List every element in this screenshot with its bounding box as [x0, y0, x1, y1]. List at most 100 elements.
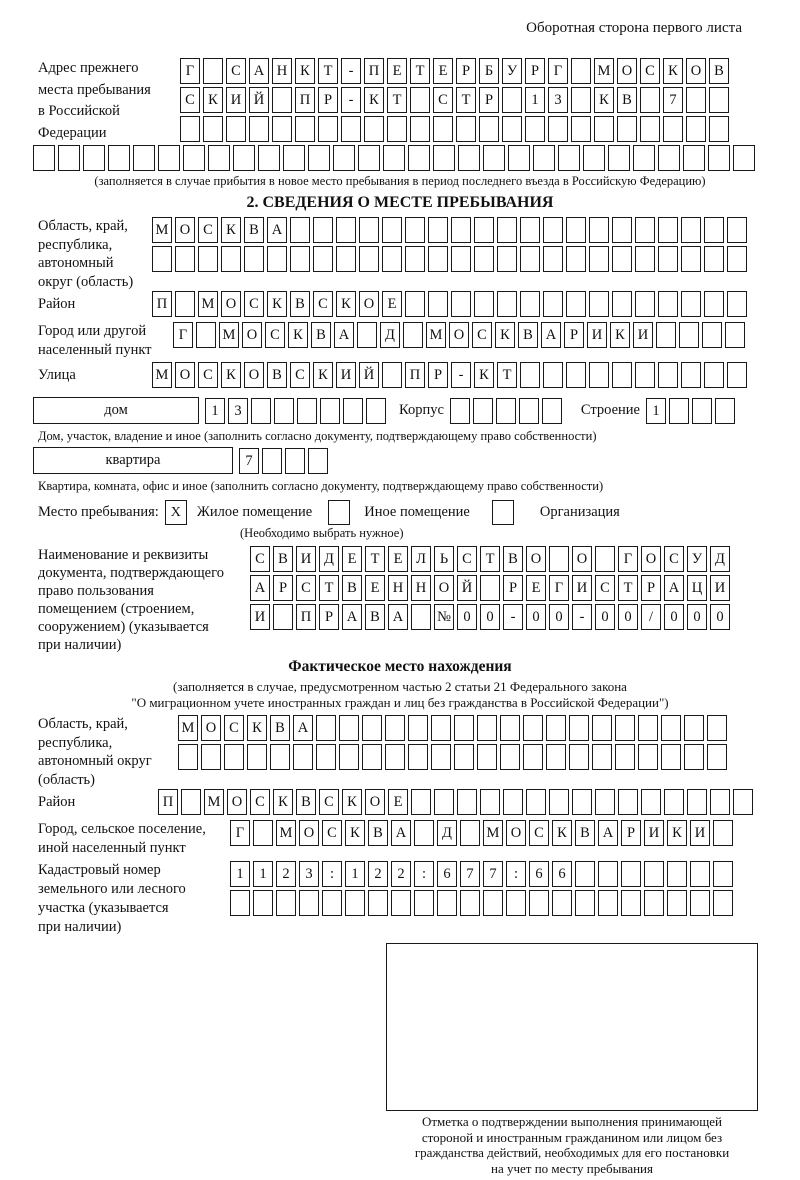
char-cell[interactable] — [621, 890, 641, 916]
char-cell[interactable]: Б — [479, 58, 499, 84]
char-cell[interactable] — [391, 890, 411, 916]
char-cell[interactable]: В — [342, 575, 362, 601]
char-cell[interactable]: - — [341, 58, 361, 84]
char-cell[interactable] — [681, 217, 701, 243]
char-cell[interactable]: К — [313, 362, 333, 388]
char-cell[interactable] — [249, 116, 269, 142]
char-cell[interactable]: И — [633, 322, 653, 348]
char-cell[interactable] — [480, 575, 500, 601]
char-cell[interactable]: Р — [273, 575, 293, 601]
char-cell[interactable] — [589, 291, 609, 317]
char-cell[interactable] — [566, 362, 586, 388]
char-cell[interactable]: В — [368, 820, 388, 846]
char-cell[interactable]: М — [152, 217, 172, 243]
char-cell[interactable]: С — [472, 322, 492, 348]
char-cell[interactable]: 6 — [437, 861, 457, 887]
char-cell[interactable] — [595, 546, 615, 572]
char-cell[interactable] — [483, 890, 503, 916]
char-cell[interactable]: В — [709, 58, 729, 84]
char-cell[interactable] — [221, 246, 241, 272]
char-cell[interactable]: И — [644, 820, 664, 846]
char-cell[interactable]: О — [365, 789, 385, 815]
char-cell[interactable]: Е — [526, 575, 546, 601]
char-cell[interactable] — [382, 362, 402, 388]
char-cell[interactable] — [684, 744, 704, 770]
checkbox-other-premises[interactable] — [328, 500, 351, 525]
char-cell[interactable]: И — [296, 546, 316, 572]
char-cell[interactable]: О — [506, 820, 526, 846]
char-cell[interactable] — [451, 291, 471, 317]
char-cell[interactable]: Р — [456, 58, 476, 84]
char-cell[interactable]: № — [434, 604, 454, 630]
char-cell[interactable] — [434, 789, 454, 815]
char-cell[interactable]: Е — [365, 575, 385, 601]
char-cell[interactable]: Р — [525, 58, 545, 84]
char-cell[interactable] — [566, 291, 586, 317]
char-cell[interactable]: Т — [480, 546, 500, 572]
char-cell[interactable]: М — [204, 789, 224, 815]
char-cell[interactable]: С — [198, 362, 218, 388]
char-cell[interactable]: С — [313, 291, 333, 317]
char-cell[interactable]: 0 — [595, 604, 615, 630]
char-cell[interactable]: Г — [173, 322, 193, 348]
char-cell[interactable] — [635, 291, 655, 317]
char-cell[interactable]: Е — [387, 58, 407, 84]
char-cell[interactable] — [181, 789, 201, 815]
char-cell[interactable]: О — [175, 217, 195, 243]
char-cell[interactable]: В — [617, 87, 637, 113]
char-cell[interactable] — [433, 116, 453, 142]
char-cell[interactable] — [709, 116, 729, 142]
char-cell[interactable] — [543, 246, 563, 272]
char-cell[interactable] — [589, 217, 609, 243]
char-cell[interactable] — [196, 322, 216, 348]
char-cell[interactable] — [359, 246, 379, 272]
char-cell[interactable] — [641, 789, 661, 815]
char-cell[interactable] — [667, 861, 687, 887]
char-cell[interactable] — [152, 246, 172, 272]
char-cell[interactable] — [543, 362, 563, 388]
char-cell[interactable]: С — [296, 575, 316, 601]
char-cell[interactable]: О — [617, 58, 637, 84]
char-cell[interactable]: - — [451, 362, 471, 388]
char-cell[interactable] — [615, 715, 635, 741]
char-cell[interactable] — [704, 246, 724, 272]
char-cell[interactable] — [272, 87, 292, 113]
char-cell[interactable]: О — [449, 322, 469, 348]
char-cell[interactable]: М — [594, 58, 614, 84]
char-cell[interactable] — [541, 398, 562, 424]
char-cell[interactable]: К — [203, 87, 223, 113]
char-cell[interactable]: А — [342, 604, 362, 630]
char-cell[interactable]: 0 — [526, 604, 546, 630]
char-cell[interactable] — [683, 145, 705, 171]
char-cell[interactable]: О — [686, 58, 706, 84]
char-cell[interactable]: С — [640, 58, 660, 84]
char-cell[interactable] — [727, 291, 747, 317]
char-cell[interactable] — [500, 715, 520, 741]
char-cell[interactable] — [679, 322, 699, 348]
checkbox-residential[interactable]: X — [164, 500, 187, 525]
char-cell[interactable]: П — [405, 362, 425, 388]
char-cell[interactable] — [472, 398, 493, 424]
char-cell[interactable] — [382, 217, 402, 243]
char-cell[interactable] — [656, 322, 676, 348]
char-cell[interactable] — [598, 861, 618, 887]
char-cell[interactable]: А — [664, 575, 684, 601]
char-cell[interactable]: Т — [410, 58, 430, 84]
char-cell[interactable] — [408, 744, 428, 770]
char-cell[interactable] — [638, 715, 658, 741]
char-cell[interactable] — [664, 789, 684, 815]
char-cell[interactable] — [667, 890, 687, 916]
char-cell[interactable]: О — [434, 575, 454, 601]
char-cell[interactable] — [460, 820, 480, 846]
char-cell[interactable]: А — [293, 715, 313, 741]
char-cell[interactable] — [640, 116, 660, 142]
char-cell[interactable]: Ь — [434, 546, 454, 572]
char-cell[interactable] — [322, 890, 342, 916]
char-cell[interactable]: Л — [411, 546, 431, 572]
char-cell[interactable]: В — [270, 715, 290, 741]
char-cell[interactable] — [598, 890, 618, 916]
char-cell[interactable]: Т — [365, 546, 385, 572]
char-cell[interactable]: П — [158, 789, 178, 815]
char-cell[interactable] — [571, 87, 591, 113]
char-cell[interactable] — [533, 145, 555, 171]
